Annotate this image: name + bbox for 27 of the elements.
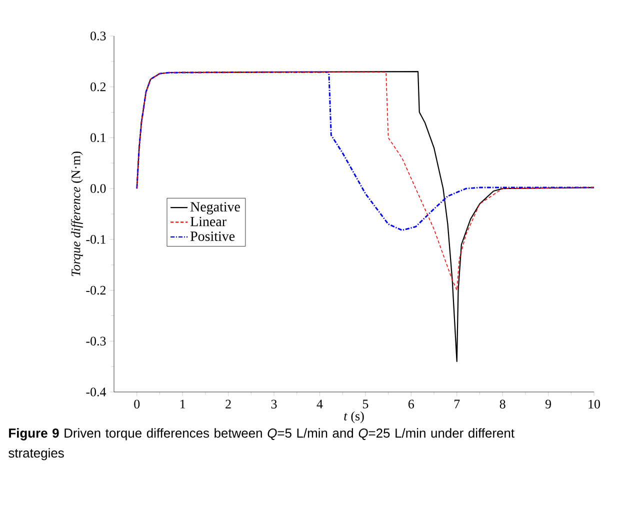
- x-tick-label: 10: [588, 400, 600, 408]
- line-series: [136, 72, 594, 291]
- x-tick-label: 5: [362, 400, 368, 408]
- legend-label: Linear: [190, 216, 226, 226]
- text: Figure 9 Driven torque differences between Q=5 L/min and Q=25 L/min under different strategies: [8, 428, 514, 460]
- y-tick-label: -0.2: [86, 286, 106, 295]
- y-tick-label: 0.1: [90, 133, 106, 142]
- y-tick-label: -0.3: [86, 336, 106, 346]
- x-tick-label: 7: [454, 400, 460, 408]
- y-tick-label: 0.3: [90, 32, 106, 40]
- y-tick-label: 0.2: [90, 82, 106, 92]
- legend-label: Negative: [190, 202, 240, 214]
- y-tick-label: 0.0: [90, 184, 106, 193]
- x-tick-label: 0: [134, 400, 140, 408]
- legend-label: Positive: [190, 232, 235, 241]
- x-tick-label: 8: [500, 400, 506, 408]
- y-tick-label: -0.1: [86, 235, 106, 244]
- x-tick-label: 1: [180, 400, 186, 408]
- x-tick-label: 3: [271, 400, 277, 408]
- x-tick-label: 4: [316, 400, 323, 408]
- y-tick-label: -0.4: [86, 388, 106, 396]
- line-series: [136, 71, 594, 232]
- y-axis-title: Torque difference (N·m): [71, 152, 83, 276]
- x-tick-label: 9: [545, 400, 551, 408]
- x-tick-label: 2: [226, 400, 231, 408]
- x-tick-label: 6: [408, 400, 414, 408]
- x-axis-title: t (s): [344, 411, 364, 424]
